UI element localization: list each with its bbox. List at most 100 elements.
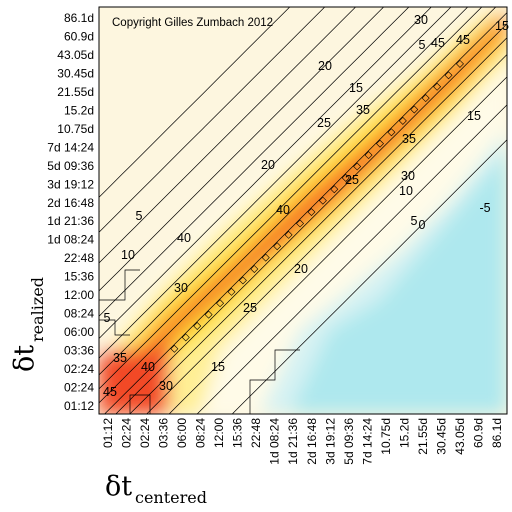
ridge-marker [410, 105, 419, 114]
contour-label: 25 [243, 301, 257, 315]
cool-region [290, 150, 507, 414]
x-tick-label: 21.55d [416, 418, 430, 455]
contour-lines [99, 7, 507, 414]
contour-line [99, 7, 432, 339]
contour-line [196, 104, 507, 414]
x-tick-label: 43.05d [453, 418, 467, 455]
ridge-marker [307, 208, 316, 217]
x-tick-label: 5d 09:36 [342, 418, 356, 465]
ridge-marker [318, 196, 327, 205]
contour-label: 30 [401, 169, 415, 183]
ridge-marker [204, 310, 213, 319]
ridge-marker [353, 162, 362, 171]
y-tick-label: 06:00 [64, 325, 94, 339]
ridge-marker [421, 94, 430, 103]
contour-label: 40 [177, 231, 191, 245]
low-region [260, 130, 507, 414]
contour-line [99, 7, 291, 198]
y-tick-label: 22:48 [64, 251, 94, 265]
y-axis-label-subscript: realized [28, 277, 47, 342]
contour-label: 30 [159, 379, 173, 393]
copyright-notice: Copyright Gilles Zumbach 2012 [112, 17, 273, 29]
x-tick-label: 1d 21:36 [286, 418, 300, 465]
x-tick-label: 08:24 [194, 418, 208, 448]
contour-label: 35 [356, 103, 370, 117]
contour-label: 15 [349, 81, 363, 95]
contour-label: 20 [294, 262, 308, 276]
y-tick-label: 03:36 [64, 344, 94, 358]
y-tick-label: 1d 08:24 [47, 233, 94, 247]
y-tick-label: 86.1d [64, 11, 94, 25]
x-tick-label: 1d 08:24 [268, 418, 282, 465]
y-tick-label: 5d 09:36 [47, 159, 94, 173]
ridge-marker [456, 59, 464, 68]
contour-line [168, 76, 507, 414]
contour-label: 40 [276, 203, 290, 217]
contour-line [231, 139, 507, 414]
x-tick-label: 60.9d [471, 418, 485, 448]
contour-line [99, 7, 410, 317]
contour-label: 35 [402, 132, 416, 146]
contour-label: 25 [317, 116, 331, 130]
x-tick-label: 3d 19:12 [323, 418, 337, 465]
ridge-marker [181, 333, 190, 342]
x-tick-label: 02:24 [120, 418, 134, 448]
contour-label: 45 [431, 36, 445, 50]
ridge-marker [376, 139, 384, 148]
y-tick-label: 08:24 [64, 307, 94, 321]
contour-line [146, 54, 507, 414]
ridge-red-region [100, 10, 507, 414]
x-tick-label: 10.75d [379, 418, 393, 455]
contour-line [99, 7, 326, 233]
x-tick-label: 06:00 [175, 418, 189, 448]
x-tick-label: 12:00 [212, 418, 226, 448]
y-tick-label: 02:24 [64, 381, 94, 395]
ridge-marker [250, 265, 259, 273]
y-tick-label: 1d 21:36 [47, 214, 94, 228]
contour-line [129, 37, 507, 414]
contour-line [99, 7, 469, 376]
ridge-marker [273, 242, 282, 251]
ridge-marker [216, 299, 225, 308]
contour-label: 5 [419, 38, 426, 52]
y-axis-ticks: 01:12 02:24 02:24 03:36 06:00 08:24 12:00 15:36… [47, 11, 94, 413]
y-tick-label: 60.9d [64, 29, 94, 43]
y-tick-label: 7d 14:24 [47, 140, 94, 154]
ridge-marker [398, 116, 407, 125]
ridge-marker [261, 253, 270, 262]
contour-label: 30 [174, 281, 188, 295]
ridge-marker [227, 287, 236, 296]
plot-area [99, 7, 507, 414]
y-tick-label: 2d 16:48 [47, 196, 94, 210]
ridge-marker [238, 276, 247, 285]
y-tick-label: 12:00 [64, 288, 94, 302]
y-tick-label: 01:12 [64, 399, 94, 413]
y-axis-label-symbol: δt [9, 345, 40, 372]
contour-line [99, 7, 497, 404]
x-tick-label: 7d 14:24 [360, 418, 374, 465]
contour-label: 15 [467, 109, 481, 123]
contour-label: 45 [103, 385, 117, 399]
y-tick-label: 10.75d [57, 122, 94, 136]
x-tick-label: 01:12 [101, 418, 115, 448]
y-tick-label: 02:24 [64, 362, 94, 376]
y-tick-label: 30.45d [57, 66, 94, 80]
contour-label: 25 [345, 173, 359, 187]
ridge-marker [387, 128, 396, 137]
y-tick-label: 21.55d [57, 85, 94, 99]
ridge-marker [330, 185, 339, 194]
ridge-marker [364, 151, 373, 160]
x-tick-label: 02:24 [138, 418, 152, 448]
contour-label: 15 [495, 19, 509, 33]
x-tick-label: 2d 16:48 [305, 418, 319, 465]
x-axis-ticks: 01:12 02:24 02:24 03:36 06:00 08:24 12:00 15:36… [101, 418, 504, 465]
ridge-marker [296, 219, 304, 228]
contour-label: 5 [136, 209, 143, 223]
contour-line [99, 319, 130, 336]
y-tick-label: 15.2d [64, 103, 94, 117]
x-tick-label: 86.1d [490, 418, 504, 448]
x-tick-label: 03:36 [157, 418, 171, 448]
ridge-marker [284, 230, 293, 239]
contour-line [104, 12, 507, 414]
